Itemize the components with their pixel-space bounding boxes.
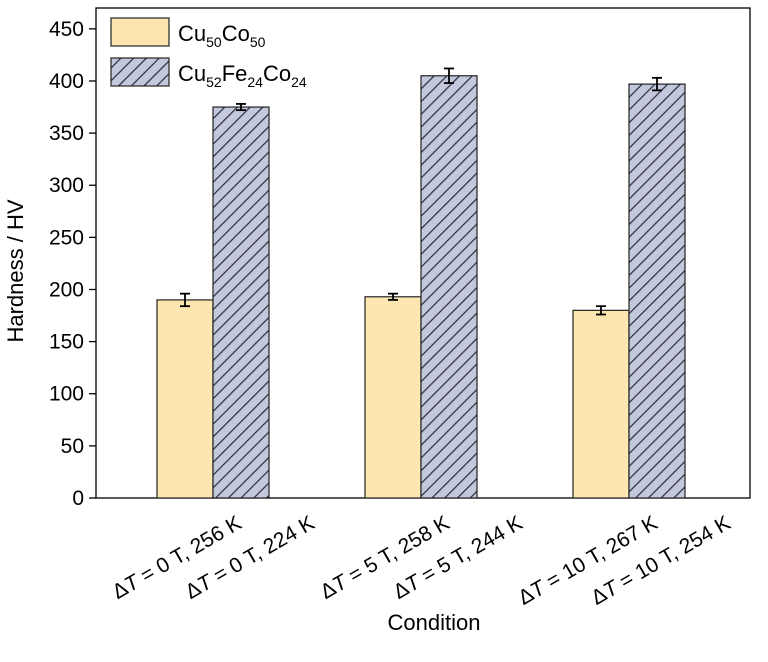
y-tick-label: 350 [49, 122, 84, 145]
y-tick-label: 200 [49, 278, 84, 301]
y-tick-label: 450 [49, 18, 84, 41]
bar-series-1-cat-3 [572, 309, 630, 499]
bar-series-2-cat-2 [420, 75, 478, 499]
y-tick-label: 250 [49, 226, 84, 249]
y-tick-label: 400 [49, 70, 84, 93]
legend-swatch-1 [110, 17, 170, 47]
category-label-2-line-1: ΔT = 5 T, 258 K [316, 511, 453, 603]
y-tick-label: 50 [61, 435, 84, 458]
category-label-1-line-1: ΔT = 0 T, 256 K [108, 511, 245, 603]
legend-swatch-2 [110, 57, 170, 87]
bar-series-2-cat-1 [212, 106, 270, 499]
bar-series-2-cat-3 [628, 83, 686, 499]
y-tick-label: 0 [72, 487, 84, 510]
legend-label-1: Cu50Co50 [178, 21, 266, 50]
category-label-1-line-2: ΔT = 0 T, 224 K [181, 511, 318, 603]
y-axis-title: Hardness / HV [3, 199, 28, 342]
x-axis-title: Condition [388, 610, 481, 635]
legend-label-2: Cu52Fe24Co24 [178, 61, 307, 90]
y-tick-label: 300 [49, 174, 84, 197]
category-label-2-line-2: ΔT = 5 T, 244 K [389, 511, 526, 603]
y-tick-label: 100 [49, 383, 84, 406]
bar-series-1-cat-2 [364, 296, 422, 499]
bar-series-1-cat-1 [156, 299, 214, 499]
y-tick-label: 150 [49, 331, 84, 354]
